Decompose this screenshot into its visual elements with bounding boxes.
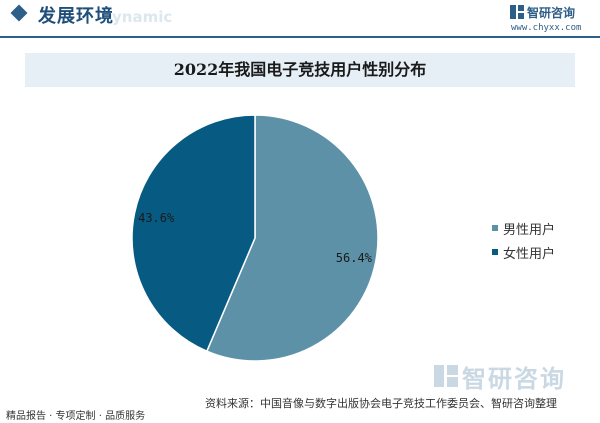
chart-title: 2022年我国电子竞技用户性别分布: [173, 60, 427, 79]
pie-slice-0: [205, 114, 379, 362]
header-watermark-text: ynamic: [112, 8, 173, 26]
legend-item-male: 男性用户: [492, 216, 555, 240]
legend-swatch-female: [492, 249, 498, 255]
watermark-logo-icon: [434, 365, 458, 387]
page-header: 发展环境 ynamic 智研咨询 www.chyxx.com: [0, 0, 600, 33]
footer-tagline: 精品报告 · 专项定制 · 品质服务: [6, 411, 146, 422]
watermark-brand: 智研咨询: [462, 365, 566, 393]
chart-legend: 男性用户 女性用户: [492, 216, 555, 264]
section-title: 发展环境: [38, 6, 114, 27]
pie-slice-label-1: 43.6%: [138, 211, 175, 225]
pie-slice-label-0: 56.4%: [336, 251, 373, 265]
legend-item-female: 女性用户: [492, 240, 555, 264]
data-source: 资料来源：中国音像与数字出版协会电子竞技工作委员会、智研咨询整理: [205, 397, 557, 410]
legend-swatch-male: [492, 225, 498, 231]
header-divider: [0, 36, 600, 38]
legend-label-male: 男性用户: [503, 222, 556, 238]
legend-label-female: 女性用户: [503, 246, 556, 262]
chart-title-band: [25, 53, 575, 87]
brand-name: 智研咨询: [527, 6, 576, 20]
pie-slice-1: [131, 114, 256, 353]
brand-url: www.chyxx.com: [511, 23, 582, 33]
brand-logo-icon: [510, 5, 524, 19]
